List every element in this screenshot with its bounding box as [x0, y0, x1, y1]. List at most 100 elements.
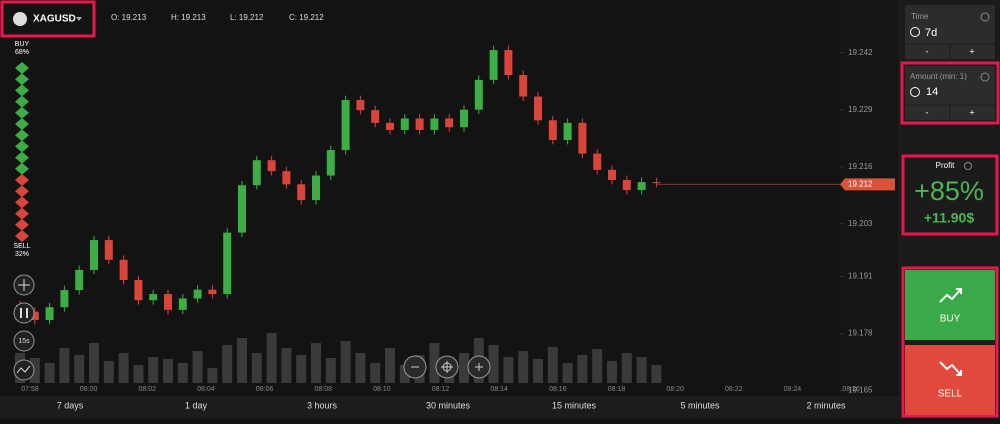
volume-bar: [296, 355, 307, 383]
line-tool[interactable]: [13, 359, 35, 381]
clock-icon: [910, 27, 920, 37]
x-tick-label: 08:24: [784, 386, 802, 393]
current-price-tag: [840, 178, 895, 191]
candle-body: [386, 122, 394, 130]
info-icon[interactable]: [980, 72, 990, 82]
buy-button[interactable]: [905, 270, 995, 340]
sentiment-diamond: [15, 118, 29, 130]
amount-label: Amount (min: 1): [910, 72, 967, 81]
interval-label[interactable]: 15s: [18, 338, 30, 345]
candle-body: [548, 120, 557, 141]
candle-body: [193, 289, 202, 299]
timeframe-option[interactable]: 30 minutes: [426, 400, 471, 410]
volume-bar: [429, 343, 440, 383]
time-plus[interactable]: +: [969, 46, 974, 56]
volume-bar: [562, 363, 573, 383]
candle-body: [415, 118, 424, 130]
candle-body: [371, 110, 380, 123]
sell-button[interactable]: [905, 345, 995, 415]
candle-body: [252, 160, 261, 186]
sell-icon: [939, 361, 962, 376]
sentiment-diamond: [15, 84, 29, 97]
y-tick-label: 19.242: [848, 48, 873, 57]
y-tick-label: 19.229: [848, 105, 873, 114]
volume-bar: [370, 363, 381, 383]
highlight-box: [0, 0, 96, 38]
volume-bar: [103, 361, 114, 383]
sell-label: SELL: [13, 243, 30, 250]
sentiment-diamond: [15, 73, 29, 86]
candle-body: [90, 240, 98, 270]
x-tick-label: 08:02: [139, 386, 157, 393]
symbol[interactable]: XAGUSD: [33, 14, 76, 25]
info-icon[interactable]: [980, 12, 990, 22]
volume-bar: [311, 343, 321, 383]
y-tick-label: 19.216: [848, 162, 873, 171]
volume-bar: [44, 363, 55, 383]
timeframe-option[interactable]: 15 minutes: [552, 400, 597, 410]
timeframe-option[interactable]: 1 day: [185, 400, 208, 410]
volume-bar: [177, 363, 188, 383]
volume-bar: [636, 357, 647, 383]
time-value[interactable]: 7d: [925, 27, 937, 39]
candle-body: [593, 153, 602, 170]
sentiment-diamond: [15, 185, 29, 198]
candle-body: [489, 50, 498, 80]
amount-plus[interactable]: +: [969, 107, 974, 117]
timeframe-option[interactable]: 5 minutes: [680, 400, 720, 410]
ohlc-high: H: 19.213: [171, 13, 206, 22]
sentiment-diamond: [15, 174, 29, 186]
volume-bar: [251, 353, 262, 383]
volume-bar: [89, 343, 99, 383]
volume-bar: [399, 365, 410, 383]
buy-label[interactable]: BUY: [940, 314, 961, 325]
y-tick-label: 19.203: [848, 219, 873, 228]
candle-body: [312, 175, 320, 201]
candle-body: [563, 122, 572, 141]
timeframe-option[interactable]: 7 days: [57, 400, 84, 410]
sell-label[interactable]: SELL: [938, 389, 963, 400]
candle-body: [534, 96, 542, 121]
info-icon[interactable]: [964, 162, 972, 170]
ohlc-close: C: 19.212: [289, 13, 324, 22]
timeframe-option[interactable]: 2 minutes: [806, 400, 846, 410]
timeframe-option[interactable]: 3 hours: [307, 400, 338, 410]
candle-body: [430, 118, 439, 130]
candle-body: [474, 79, 483, 110]
amount-minus[interactable]: -: [926, 107, 929, 117]
volume-bar: [266, 333, 277, 383]
volume-bar: [281, 348, 292, 383]
candle-body: [356, 100, 365, 111]
highlight-box: [901, 266, 999, 418]
x-tick-label: 08:16: [549, 386, 567, 393]
volume-bar: [518, 351, 529, 383]
axes-layer: 19.242 19.229 19.216 19.203 19.191 19.178 19.1…: [21, 48, 895, 395]
volume-bar: [74, 355, 85, 383]
sentiment-diamond: [15, 230, 29, 242]
current-price-label: 19.212: [848, 179, 873, 188]
amount-value[interactable]: 14: [926, 86, 938, 98]
candle-body: [608, 169, 616, 180]
volume-bar: [222, 345, 233, 383]
candle-body: [149, 294, 158, 301]
candle-tool[interactable]: [13, 302, 35, 324]
candle-body: [652, 182, 661, 184]
candle-body: [282, 171, 291, 185]
x-tick-label: 08:20: [666, 386, 684, 393]
time-minus[interactable]: -: [926, 46, 929, 56]
candle-body: [30, 311, 39, 320]
highlight-box: [900, 61, 1000, 125]
volume-bar: [385, 348, 395, 383]
symbol-icon[interactable]: [13, 12, 27, 26]
dropdown-arrow[interactable]: [76, 17, 82, 21]
candle-body: [178, 298, 187, 310]
zoom-reset-icon: [442, 362, 452, 372]
interval-tool[interactable]: [13, 330, 35, 352]
x-tick-label: 08:10: [373, 386, 391, 393]
y-tick-label: 19.178: [848, 329, 873, 338]
candle-body: [60, 290, 69, 308]
profit-amount: +11.90$: [924, 210, 974, 226]
zoom-icons: [411, 361, 483, 373]
candle-body: [326, 150, 335, 176]
